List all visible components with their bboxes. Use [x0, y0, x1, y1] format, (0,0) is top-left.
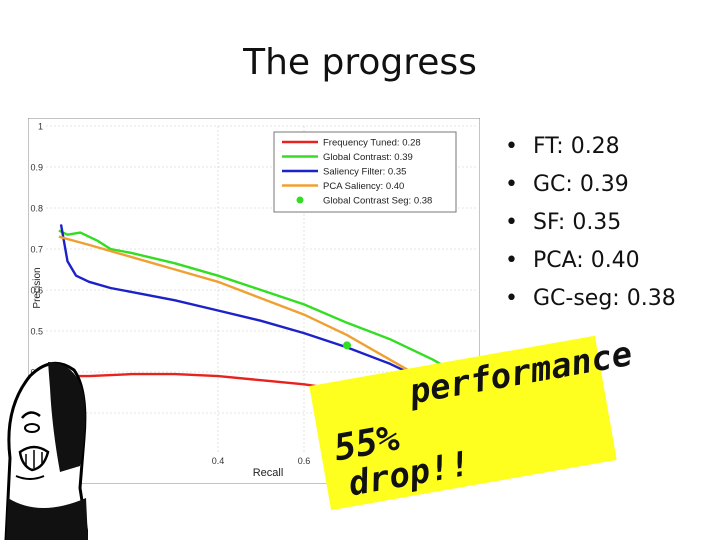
bullet-dot: •	[505, 286, 518, 311]
x-axis-label: Recall	[253, 467, 284, 479]
y-tick-label: 0.9	[30, 163, 43, 173]
bullet-text: PCA: 0.40	[533, 248, 640, 273]
legend-label: PCA Saliency: 0.40	[323, 181, 404, 192]
legend-label: Global Contrast Seg: 0.38	[323, 196, 432, 207]
x-tick-label: 0.6	[298, 456, 311, 466]
bullet-item: • FT: 0.28	[505, 128, 676, 166]
bullet-text: GC: 0.39	[533, 172, 629, 197]
bullet-list: • FT: 0.28 • GC: 0.39 • SF: 0.35 • PCA: 0.40…	[505, 128, 676, 318]
y-tick-label: 0.7	[30, 245, 43, 255]
legend-label: Frequency Tuned: 0.28	[323, 138, 421, 149]
series-line	[59, 224, 477, 423]
x-tick-label: 0.4	[212, 456, 225, 466]
bullet-item: • GC-seg: 0.38	[505, 280, 676, 318]
y-tick-label: 0.5	[30, 327, 43, 337]
y-tick-label: 1	[38, 122, 43, 132]
bullet-dot: •	[505, 210, 518, 235]
y-tick-label: 0.8	[30, 204, 43, 214]
bullet-dot: •	[505, 134, 518, 159]
bullet-text: GC-seg: 0.38	[533, 286, 676, 311]
pr-chart: 0.30.40.50.60.70.80.910.40.6 Frequency T…	[28, 118, 480, 484]
data-point	[343, 341, 351, 350]
legend-label: Saliency Filter: 0.35	[323, 167, 406, 178]
y-tick-label: 0.6	[30, 286, 43, 296]
bullet-dot: •	[505, 248, 518, 273]
bullet-text: SF: 0.35	[533, 210, 622, 235]
slide-title: The progress	[243, 42, 477, 83]
y-axis-label: Precision	[32, 267, 43, 308]
legend-label: Global Contrast: 0.39	[323, 152, 413, 163]
bullet-item: • PCA: 0.40	[505, 242, 676, 280]
series-line	[58, 229, 478, 422]
bullet-item: • SF: 0.35	[505, 204, 676, 242]
legend-swatch	[296, 196, 304, 204]
bullet-dot: •	[505, 172, 518, 197]
rage-face-illustration	[4, 361, 88, 540]
bullet-item: • GC: 0.39	[505, 166, 676, 204]
bullet-text: FT: 0.28	[533, 134, 620, 159]
